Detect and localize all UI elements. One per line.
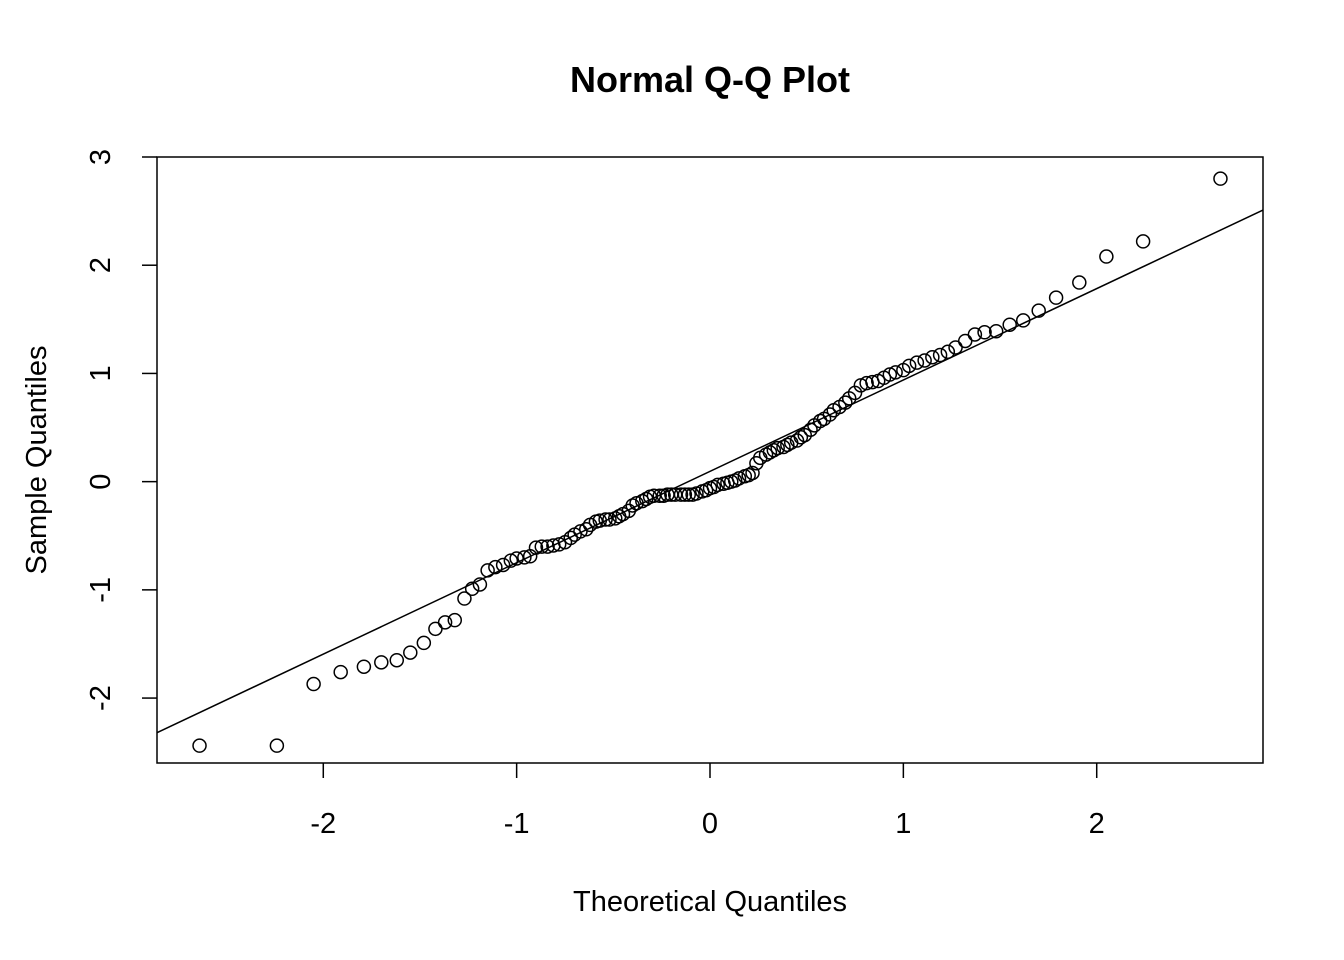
data-point <box>472 577 488 592</box>
data-point <box>888 365 903 380</box>
data-point <box>592 513 608 528</box>
data-point <box>534 539 550 554</box>
y-tick-label: 1 <box>85 365 117 381</box>
data-point <box>710 477 725 493</box>
data-point <box>859 375 874 391</box>
data-point <box>374 655 389 670</box>
x-tick-label: 2 <box>1089 808 1105 840</box>
data-point <box>940 344 956 360</box>
x-tick-label: 1 <box>895 808 911 840</box>
data-point <box>517 550 532 565</box>
data-point <box>977 325 992 340</box>
x-axis-label: Theoretical Quantiles <box>573 886 847 918</box>
data-point <box>838 395 853 410</box>
data-point <box>967 327 983 342</box>
y-tick-label: -2 <box>85 685 117 711</box>
data-point <box>579 522 594 537</box>
y-tick-label: 3 <box>85 149 117 165</box>
data-point <box>447 612 463 628</box>
data-point <box>306 676 321 692</box>
data-point <box>1213 171 1228 186</box>
y-tick-label: 2 <box>85 257 117 273</box>
data-point <box>917 353 932 368</box>
data-point <box>416 635 432 651</box>
data-point <box>789 433 805 448</box>
data-point <box>428 621 443 637</box>
data-point <box>803 422 818 437</box>
data-point <box>495 557 511 573</box>
data-point <box>528 540 544 555</box>
data-point <box>598 512 613 527</box>
data-point <box>464 581 480 597</box>
data-point <box>948 340 963 355</box>
y-tick-label: 0 <box>85 474 117 490</box>
data-point <box>602 512 617 527</box>
points-group <box>192 171 1228 753</box>
x-tick-label: 0 <box>702 808 718 840</box>
data-point <box>389 652 405 668</box>
x-axis: -2 -1 0 1 2 <box>310 763 1105 840</box>
data-point <box>932 347 948 363</box>
reference-line-group <box>156 209 1264 734</box>
data-point <box>745 465 760 481</box>
data-point <box>770 440 785 456</box>
plot-frame <box>156 156 1264 764</box>
data-point <box>909 355 925 370</box>
data-point <box>488 559 503 575</box>
data-point <box>333 664 348 680</box>
data-point <box>192 738 207 753</box>
x-tick-label: -1 <box>504 808 530 840</box>
data-point <box>480 563 495 578</box>
data-point <box>1072 275 1087 290</box>
data-point <box>1002 317 1017 332</box>
y-axis: -2 -1 0 1 2 3 <box>85 149 157 711</box>
data-point <box>673 487 689 502</box>
data-point <box>1015 313 1031 328</box>
data-point <box>901 358 917 374</box>
data-point <box>356 659 372 674</box>
data-point <box>1048 290 1064 305</box>
data-point <box>437 615 453 630</box>
data-point <box>957 333 973 349</box>
data-point <box>681 487 696 502</box>
qq-reference-line <box>156 209 1264 734</box>
data-point <box>269 738 285 753</box>
data-point <box>457 591 472 606</box>
data-point <box>509 551 524 566</box>
data-point <box>925 349 940 365</box>
y-tick-label: -1 <box>85 577 117 603</box>
data-point <box>540 539 555 554</box>
data-point <box>652 488 667 503</box>
data-point <box>1031 303 1046 318</box>
data-point <box>1135 234 1151 249</box>
data-point <box>1099 249 1114 264</box>
data-point <box>403 645 418 660</box>
data-point <box>988 323 1004 339</box>
x-tick-label: -2 <box>310 808 336 840</box>
chart-title: Normal Q-Q Plot <box>570 59 850 100</box>
y-axis-label: Sample Quantiles <box>21 346 53 575</box>
data-point <box>822 407 838 422</box>
data-point <box>677 487 693 502</box>
